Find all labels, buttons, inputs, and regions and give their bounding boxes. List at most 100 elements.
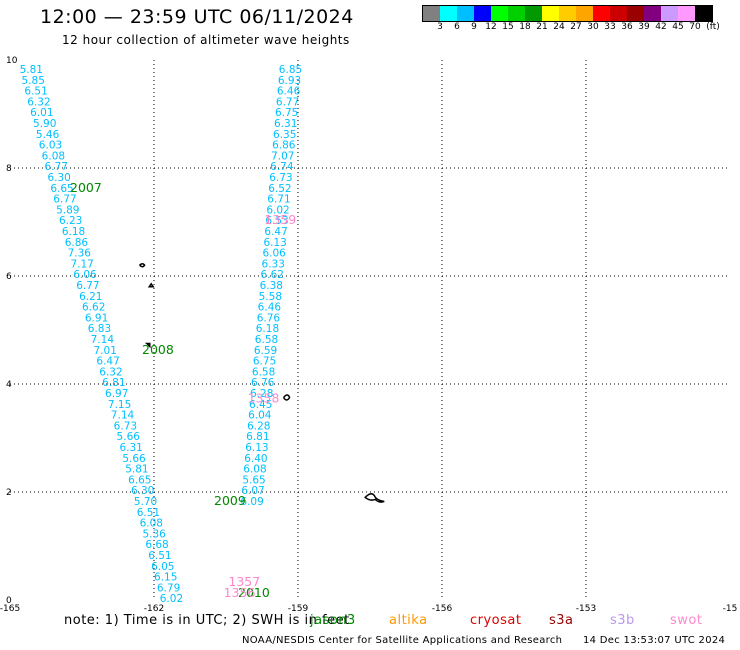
wave-height-value: 7.15 [108,399,131,411]
wave-height-value: 6.76 [251,377,275,389]
legend-label: 15 [502,22,514,32]
legend-swatch [508,6,525,21]
color-legend [422,5,713,22]
x-tick-label: -156 [432,604,453,614]
wave-height-value: 6.23 [59,215,82,227]
wave-height-value: 6.32 [99,366,122,378]
x-tick-label: -162 [144,604,164,614]
wave-height-value: 6.28 [250,388,273,400]
legend-label: 39 [638,22,650,32]
page-subtitle: 12 hour collection of altimeter wave hei… [62,33,350,47]
wave-height-value: 5.70 [134,496,157,508]
wave-height-value: 5.58 [259,291,282,303]
page-title: 12:00 — 23:59 UTC 06/11/2024 [40,6,354,28]
wave-height-value: 6.13 [245,442,268,454]
wave-height-value: 6.18 [256,323,279,335]
pass-time-label: 2007 [70,180,102,195]
wave-height-value: 7.14 [111,410,135,422]
legend-swatch [678,6,695,21]
pass-time-label: 2009 [214,493,246,508]
pass-time-label: 2010 [238,585,270,600]
wave-height-value: 6.52 [268,183,291,195]
wave-height-value: 6.77 [276,96,299,108]
legend-label: 45 [672,22,684,32]
wave-height-value: 6.32 [27,96,50,108]
wave-height-value: 6.46 [258,302,282,314]
wave-height-value: 6.65 [50,183,73,195]
wave-height-value: 6.06 [73,269,97,281]
satellite-label: cryosat [470,613,522,628]
wave-height-value: 7.17 [70,258,93,270]
wave-height-value: 6.68 [145,539,168,551]
wave-height-value: 6.08 [140,518,163,530]
wave-height-value: 6.83 [88,323,111,335]
wave-height-value: 6.35 [273,129,296,141]
footer-note: note: 1) Time is in UTC; 2) SWH is in fe… [64,613,350,628]
wave-height-value: 7.01 [94,345,117,357]
wave-height-value: 6.01 [30,107,53,119]
legend-swatch [474,6,491,21]
legend-swatch [440,6,457,21]
legend-unit: (ft) [706,22,720,32]
wave-height-value: 6.75 [253,356,276,368]
legend-label: 36 [621,22,633,32]
legend-label: 3 [437,22,443,32]
wave-height-value: 6.74 [270,161,294,173]
wave-height-value: 6.53 [265,215,288,227]
wave-height-value: 6.85 [279,64,302,76]
legend-label: 70 [689,22,701,32]
wave-height-value: 6.91 [85,312,108,324]
wave-height-value: 6.47 [96,356,119,368]
wave-height-value: 6.30 [131,485,154,497]
wave-height-value: 6.79 [157,582,180,594]
legend-swatch [644,6,661,21]
pass-time-label: 1357 [228,574,260,589]
pass-time-label: 2008 [142,342,174,357]
wave-height-value: 6.06 [262,248,286,260]
wave-height-value: 6.18 [62,226,85,238]
wave-height-value: 6.09 [240,496,263,508]
wave-height-value: 6.71 [267,194,290,206]
wave-height-value: 6.81 [102,377,125,389]
y-tick-label: 6 [6,272,12,282]
wave-height-value: 6.51 [148,550,171,562]
y-tick-label: 2 [6,488,12,498]
wave-height-value: 6.08 [243,464,266,476]
wave-height-value: 6.33 [262,258,285,270]
wave-height-value: 6.51 [24,86,47,98]
satellite-legend: jason3 altika cryosat s3a s3b swot [0,613,740,631]
wave-height-value: 6.77 [53,194,76,206]
legend-label: 42 [655,22,667,32]
wave-height-value: 7.07 [271,150,294,162]
x-tick-label: -165 [0,604,20,614]
y-tick-label: 4 [6,380,12,390]
wave-height-value: 6.93 [278,75,301,87]
wave-height-value: 6.62 [261,269,284,281]
x-tick-label: -153 [576,604,596,614]
wave-height-value: 6.58 [252,366,275,378]
legend-swatch [695,6,712,21]
wave-height-value: 6.77 [45,161,68,173]
legend-label: 27 [570,22,582,32]
legend-swatch [457,6,474,21]
wave-height-value: 6.08 [42,150,65,162]
wave-height-value: 6.45 [249,399,272,411]
wave-height-value: 6.81 [246,431,269,443]
wave-height-value: 6.30 [47,172,70,184]
legend-label: 9 [471,22,477,32]
wave-height-value: 6.28 [247,420,270,432]
wave-height-value: 6.47 [264,226,287,238]
island-outline [282,394,291,401]
wave-height-value: 5.65 [242,474,265,486]
y-tick-label: 8 [6,164,12,174]
legend-label: 21 [536,22,548,32]
wave-height-value: 6.65 [128,474,151,486]
x-tick-label: -159 [288,604,309,614]
satellite-label: swot [670,613,703,628]
generated-timestamp: 14 Dec 13:53:07 UTC 2024 [583,635,726,646]
island-outline [139,262,146,268]
wave-height-value: 6.97 [105,388,128,400]
wave-height-value: 5.36 [142,528,166,540]
wave-height-value: 6.46 [277,86,301,98]
